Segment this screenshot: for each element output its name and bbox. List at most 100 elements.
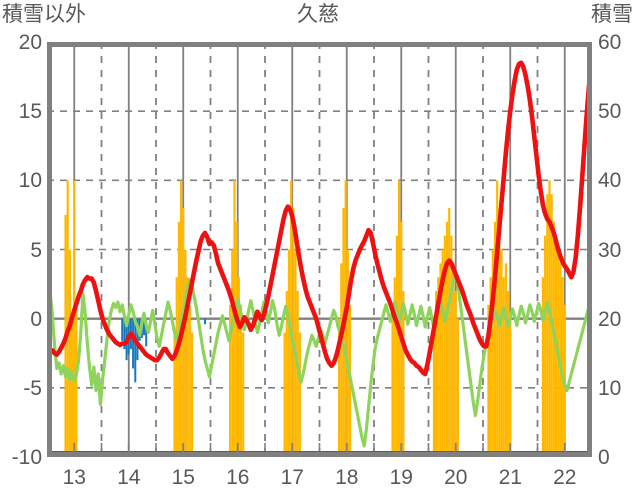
- blue-bar: [123, 318, 126, 350]
- orange-bar: [491, 249, 494, 457]
- x-tick-strip: [47, 443, 592, 464]
- orange-bar: [432, 318, 436, 457]
- orange-bar: [237, 277, 240, 457]
- orange-bar: [504, 263, 507, 457]
- orange-bar: [546, 194, 549, 457]
- orange-bar: [70, 318, 74, 457]
- y-left-tick-5: 5: [30, 238, 42, 262]
- y-right-tick-10: 10: [598, 376, 622, 400]
- orange-bar: [437, 277, 440, 457]
- orange-bar: [75, 304, 78, 457]
- orange-bar: [235, 221, 238, 457]
- orange-bar: [340, 263, 343, 457]
- orange-bar: [175, 277, 178, 457]
- orange-bar: [456, 318, 460, 457]
- orange-bar: [190, 332, 194, 457]
- x-tick-17: 17: [280, 466, 304, 489]
- orange-bar: [66, 180, 69, 457]
- orange-bar: [493, 221, 497, 457]
- orange-bar: [509, 318, 512, 457]
- y-right-tick-40: 40: [598, 169, 622, 193]
- orange-bar: [242, 332, 245, 457]
- y-right-tick-20: 20: [598, 307, 622, 331]
- orange-bar: [443, 235, 446, 457]
- orange-bar: [439, 263, 442, 457]
- y-left-tick--5: -5: [23, 376, 42, 400]
- orange-bar: [184, 249, 187, 457]
- orange-bar: [502, 277, 505, 457]
- x-tick-14: 14: [117, 466, 141, 489]
- orange-bar: [548, 180, 551, 457]
- x-tick-18: 18: [335, 466, 359, 489]
- orange-bar: [489, 277, 492, 457]
- orange-bar: [450, 235, 453, 457]
- x-tick-19: 19: [389, 466, 413, 489]
- plot-frame: [47, 42, 592, 457]
- orange-bar: [541, 277, 545, 457]
- orange-bar: [231, 249, 234, 457]
- orange-bar: [173, 332, 176, 457]
- orange-bar: [452, 263, 455, 457]
- orange-bar: [229, 304, 232, 457]
- orange-bar: [544, 235, 547, 457]
- left-axis-unit-label: 積雪以外: [2, 3, 86, 26]
- orange-bar: [290, 180, 293, 457]
- blue-bar: [145, 318, 148, 347]
- right-axis-unit-label: 積雪: [591, 3, 633, 26]
- orange-bar: [506, 291, 510, 457]
- blue-bar: [204, 318, 207, 325]
- orange-bar: [448, 208, 451, 457]
- orange-bar: [296, 291, 299, 457]
- x-tick-21: 21: [498, 466, 522, 489]
- blue-bar: [134, 318, 137, 383]
- orange-bar: [186, 277, 189, 457]
- chart-canvas: [47, 42, 592, 457]
- red-series-line: [47, 60, 592, 377]
- orange-bar: [346, 249, 349, 457]
- orange-bar: [287, 249, 291, 457]
- orange-bar: [338, 318, 341, 457]
- orange-bar: [487, 304, 490, 457]
- orange-bar: [393, 277, 396, 457]
- orange-bar: [441, 249, 444, 457]
- blue-bar: [136, 318, 139, 361]
- orange-bar: [292, 208, 295, 457]
- orange-bar: [561, 277, 564, 457]
- y-right-tick-60: 60: [598, 31, 622, 54]
- y-left-tick--10: -10: [11, 446, 42, 469]
- y-left-tick-10: 10: [18, 169, 42, 193]
- orange-bar: [298, 332, 301, 457]
- y-right-tick-50: 50: [598, 100, 622, 124]
- orange-bar: [391, 318, 394, 457]
- orange-bar: [283, 332, 286, 457]
- orange-bar: [395, 235, 398, 457]
- x-tick-22: 22: [553, 466, 577, 489]
- blue-bar: [121, 318, 124, 341]
- orange-bar: [435, 291, 438, 457]
- orange-bar: [68, 249, 71, 457]
- orange-bar: [402, 291, 405, 457]
- x-tick-13: 13: [62, 466, 86, 489]
- y-left-tick-20: 20: [18, 31, 42, 54]
- orange-bar: [239, 304, 243, 457]
- plot-area: [47, 42, 592, 457]
- x-tick-16: 16: [226, 466, 250, 489]
- y-right-tick-0: 0: [598, 446, 610, 469]
- chart-title: 久慈: [297, 3, 339, 26]
- y-left-tick-15: 15: [18, 100, 42, 124]
- x-tick-marks: [73, 443, 566, 453]
- blue-bar: [132, 318, 135, 369]
- orange-bar: [454, 291, 457, 457]
- orange-bar: [445, 221, 449, 457]
- orange-bar: [73, 180, 76, 457]
- x-tick-15: 15: [171, 466, 195, 489]
- orange-bar: [188, 304, 191, 457]
- x-tick-20: 20: [444, 466, 468, 489]
- orange-bar: [498, 208, 501, 457]
- blue-bar: [143, 318, 146, 336]
- orange-bar: [285, 291, 288, 457]
- y-left-tick-0: 0: [30, 307, 42, 331]
- orange-bar: [500, 249, 503, 457]
- y-right-tick-30: 30: [598, 238, 622, 262]
